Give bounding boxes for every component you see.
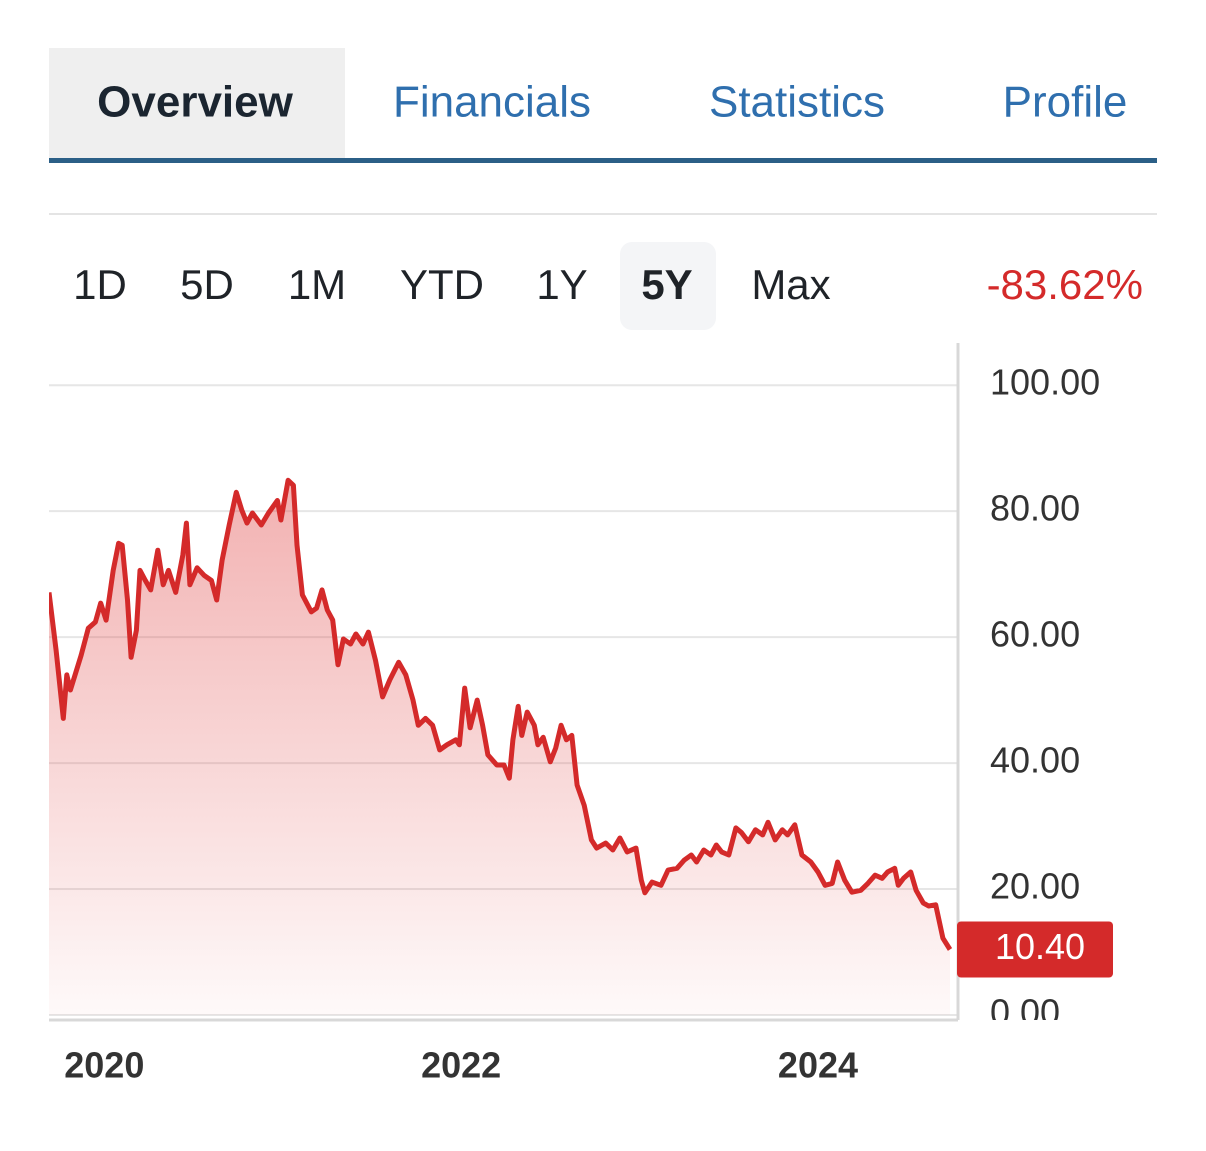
- range-button[interactable]: 1M: [288, 261, 346, 308]
- range-button[interactable]: 5D: [180, 261, 234, 308]
- range-button[interactable]: Max: [751, 261, 830, 308]
- y-tick-label: 40.00: [990, 740, 1080, 781]
- selected-range-bg: [620, 242, 716, 330]
- last-price-label: 10.40: [995, 926, 1085, 967]
- range-button[interactable]: YTD: [400, 261, 484, 308]
- price-line: [49, 477, 953, 951]
- range-button[interactable]: 1D: [73, 261, 127, 308]
- x-tick-label: 2024: [778, 1045, 858, 1086]
- y-tick-label: 100.00: [990, 362, 1100, 403]
- y-tick-label: 20.00: [990, 866, 1080, 907]
- area-fill: [49, 480, 950, 1015]
- divider: [49, 213, 1157, 215]
- tab-underline: [49, 158, 1157, 163]
- active-tab-bg: [49, 48, 345, 160]
- x-tick-label: 2022: [421, 1045, 501, 1086]
- tab[interactable]: Profile: [1003, 78, 1128, 127]
- range-button[interactable]: 5Y: [641, 261, 692, 308]
- last-price-box: [957, 921, 1113, 978]
- tab[interactable]: Overview: [97, 78, 293, 127]
- y-tick-label: 60.00: [990, 614, 1080, 655]
- y-tick-label: 0.00: [990, 992, 1060, 1033]
- tab[interactable]: Statistics: [709, 78, 885, 127]
- range-button[interactable]: 1Y: [536, 261, 587, 308]
- y-tick-label: 80.00: [990, 488, 1080, 529]
- tab[interactable]: Financials: [393, 78, 591, 127]
- change-percent: -83.62%: [987, 261, 1143, 308]
- x-tick-label: 2020: [64, 1045, 144, 1086]
